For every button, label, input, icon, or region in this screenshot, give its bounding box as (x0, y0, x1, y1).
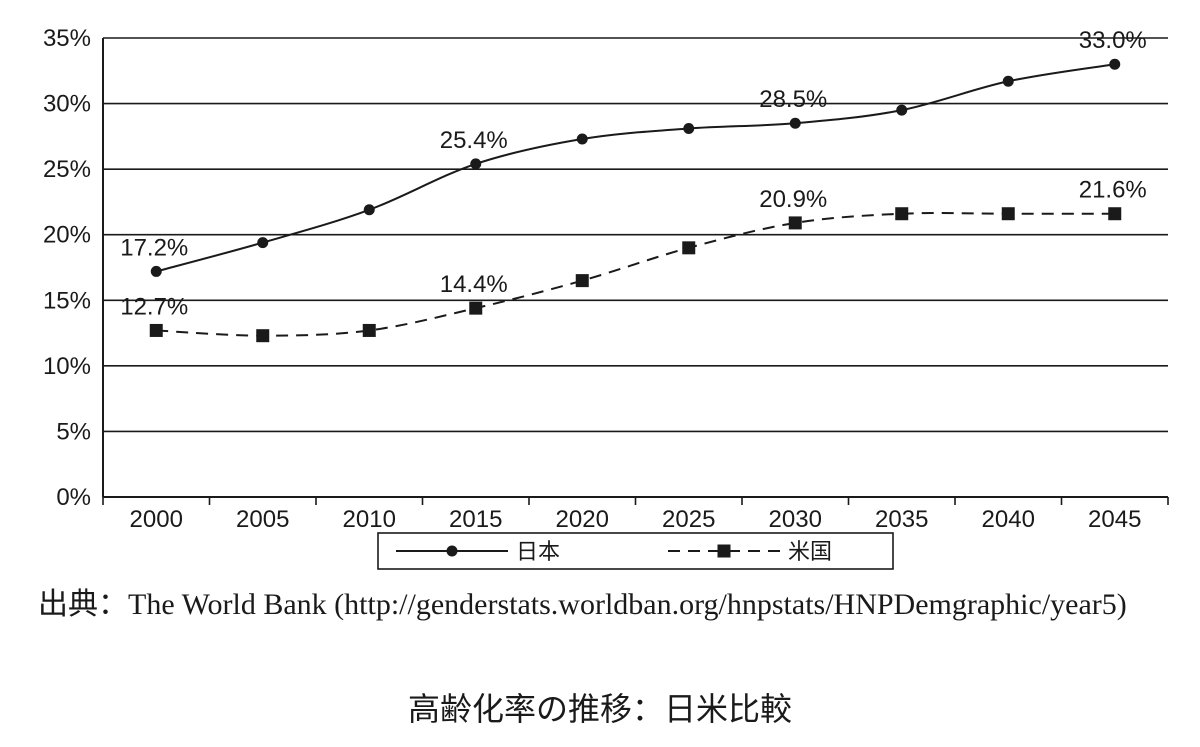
data-point-japan (1109, 58, 1121, 70)
data-point-japan (257, 237, 269, 249)
data-point-usa (1001, 207, 1015, 221)
y-tick-label: 20% (43, 222, 91, 249)
data-point-usa (469, 301, 483, 315)
y-tick-label: 25% (43, 156, 91, 183)
x-tick-label: 2030 (769, 506, 822, 533)
x-tick-label: 2035 (875, 506, 928, 533)
axes: 0% 5% 10% 15% 20% 25% 30% 35% 2000 2005 2010 2015 20… (43, 25, 1169, 533)
data-label-japan: 25.4% (440, 127, 508, 154)
data-point-usa (362, 323, 376, 337)
data-point-usa (788, 216, 802, 230)
y-tick-label: 35% (43, 25, 91, 52)
x-tick-label: 2040 (982, 506, 1035, 533)
legend-label-usa: 米国 (788, 540, 832, 565)
legend-box (377, 532, 894, 570)
data-label-usa: 20.9% (759, 186, 827, 213)
data-point-japan (896, 104, 908, 116)
figure-caption: 高齢化率の推移：日米比較 (407, 690, 792, 728)
data-label-japan: 28.5% (759, 86, 827, 113)
data-label-japan: 33.0% (1079, 27, 1147, 54)
x-tick-label: 2000 (130, 506, 183, 533)
data-label-usa: 12.7% (120, 293, 188, 320)
data-label-usa: 21.6% (1079, 177, 1147, 204)
legend-marker-usa (717, 544, 731, 558)
data-point-usa (575, 274, 589, 288)
data-point-usa (1108, 207, 1122, 221)
x-tick-label: 2005 (236, 506, 289, 533)
data-labels: 17.2% 25.4% 28.5% 33.0% 12.7% 14.4% 20.9% 21.6% (120, 27, 1147, 320)
data-point-usa (149, 323, 163, 337)
series-line-usa (156, 212, 1115, 337)
legend-label-japan: 日本 (516, 540, 560, 565)
y-tick-label: 30% (43, 91, 91, 118)
source-note: 出典：The World Bank (http://genderstats.wo… (38, 588, 1127, 621)
y-tick-label: 0% (56, 484, 91, 511)
legend-marker-japan (446, 545, 458, 557)
data-label-japan: 17.2% (120, 234, 188, 261)
data-point-usa (895, 207, 909, 221)
y-tick-label: 10% (43, 353, 91, 380)
data-point-usa (256, 329, 270, 343)
line-chart: 0% 5% 10% 15% 20% 25% 30% 35% 2000 2005 2010 2015 20… (43, 25, 1169, 570)
data-point-japan (789, 117, 801, 129)
legend: 日本 米国 (377, 532, 894, 570)
x-tick-label: 2025 (662, 506, 715, 533)
x-tick-label: 2020 (556, 506, 609, 533)
series-line-japan (155, 63, 1115, 273)
y-tick-label: 15% (43, 287, 91, 314)
x-tick-label: 2010 (343, 506, 396, 533)
data-point-usa (682, 241, 696, 255)
series-layer (149, 58, 1122, 343)
x-tick-label: 2045 (1088, 506, 1141, 533)
data-point-japan (150, 265, 162, 277)
data-point-japan (683, 122, 695, 134)
gridlines (103, 37, 1168, 433)
y-tick-label: 5% (56, 418, 91, 445)
x-tick-label: 2015 (449, 506, 502, 533)
data-point-japan (1002, 75, 1014, 87)
data-point-japan (470, 158, 482, 170)
data-point-japan (576, 133, 588, 145)
data-point-japan (363, 204, 375, 216)
data-label-usa: 14.4% (440, 271, 508, 298)
